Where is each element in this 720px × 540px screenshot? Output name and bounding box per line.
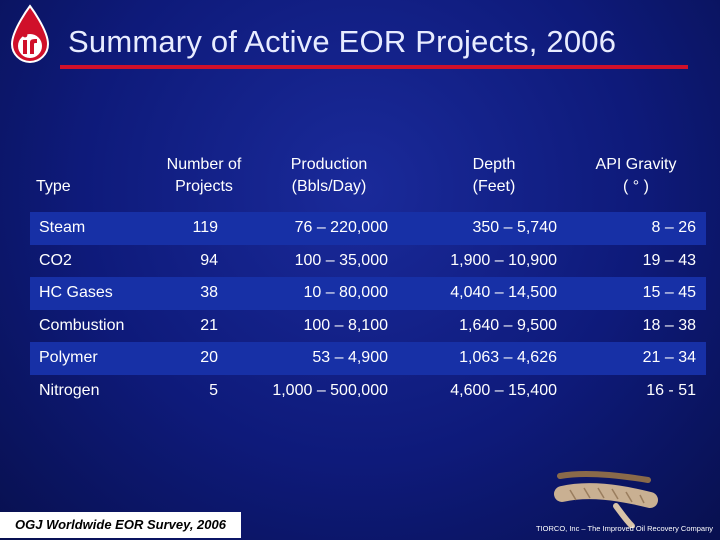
cell-api: 21 – 34 [642, 349, 696, 366]
cell-api: 16 - 51 [646, 381, 696, 399]
title-underline [60, 65, 688, 69]
cell-type: Polymer [39, 349, 98, 366]
table-row: HC Gases 38 10 – 80,000 4,040 – 14,500 1… [30, 277, 706, 310]
cell-number: 5 [209, 381, 218, 399]
table-row: CO2 94 100 – 35,000 1,900 – 10,900 19 – … [30, 245, 706, 278]
table-row: Combustion 21 100 – 8,100 1,640 – 9,500 … [30, 310, 706, 343]
cell-depth: 350 – 5,740 [472, 219, 557, 236]
cell-production: 100 – 8,100 [303, 316, 388, 334]
cell-type: Steam [39, 219, 86, 236]
header-api-gravity: API Gravity ( ° ) [595, 156, 677, 195]
cell-depth: 4,040 – 14,500 [450, 284, 557, 301]
eor-projects-table: Type Number of Projects Production (Bbls… [30, 148, 706, 407]
cell-production: 100 – 35,000 [294, 251, 388, 269]
cell-number: 20 [200, 349, 218, 366]
cell-depth: 1,900 – 10,900 [450, 251, 557, 269]
header-production: Production (Bbls/Day) [290, 156, 368, 195]
cell-api: 8 – 26 [651, 219, 696, 236]
cell-depth: 4,600 – 15,400 [450, 381, 557, 399]
cell-depth: 1,063 – 4,626 [459, 349, 557, 366]
cell-depth: 1,640 – 9,500 [459, 316, 557, 334]
cell-api: 19 – 43 [642, 251, 696, 269]
table-row: Nitrogen 5 1,000 – 500,000 4,600 – 15,40… [30, 375, 706, 408]
cell-type: HC Gases [39, 284, 113, 301]
cell-number: 21 [200, 316, 218, 334]
cell-production: 10 – 80,000 [303, 284, 388, 301]
source-citation: OGJ Worldwide EOR Survey, 2006 [0, 512, 241, 538]
table-row: Steam 119 76 – 220,000 350 – 5,740 8 – 2… [30, 212, 706, 245]
cell-production: 76 – 220,000 [294, 219, 388, 236]
cell-api: 15 – 45 [642, 284, 696, 301]
company-logo-icon [10, 4, 50, 63]
cell-number: 119 [192, 219, 218, 236]
footer-company: TIORCO, Inc – The Improved Oil Recovery … [536, 524, 714, 533]
rope-icon [554, 470, 658, 528]
cell-number: 94 [200, 251, 218, 269]
header-depth: Depth (Feet) [472, 156, 516, 195]
header-type: Type [36, 178, 71, 195]
table-header: Type Number of Projects Production (Bbls… [30, 148, 706, 212]
cell-production: 53 – 4,900 [312, 349, 388, 366]
cell-production: 1,000 – 500,000 [272, 381, 388, 399]
header-number: Number of Projects [166, 156, 242, 195]
table-row: Polymer 20 53 – 4,900 1,063 – 4,626 21 –… [30, 342, 706, 375]
cell-type: Combustion [39, 316, 125, 334]
cell-number: 38 [200, 284, 218, 301]
slide-title: Summary of Active EOR Projects, 2006 [68, 24, 617, 59]
cell-api: 18 – 38 [642, 316, 696, 334]
cell-type: Nitrogen [39, 381, 100, 399]
cell-type: CO2 [39, 251, 72, 269]
